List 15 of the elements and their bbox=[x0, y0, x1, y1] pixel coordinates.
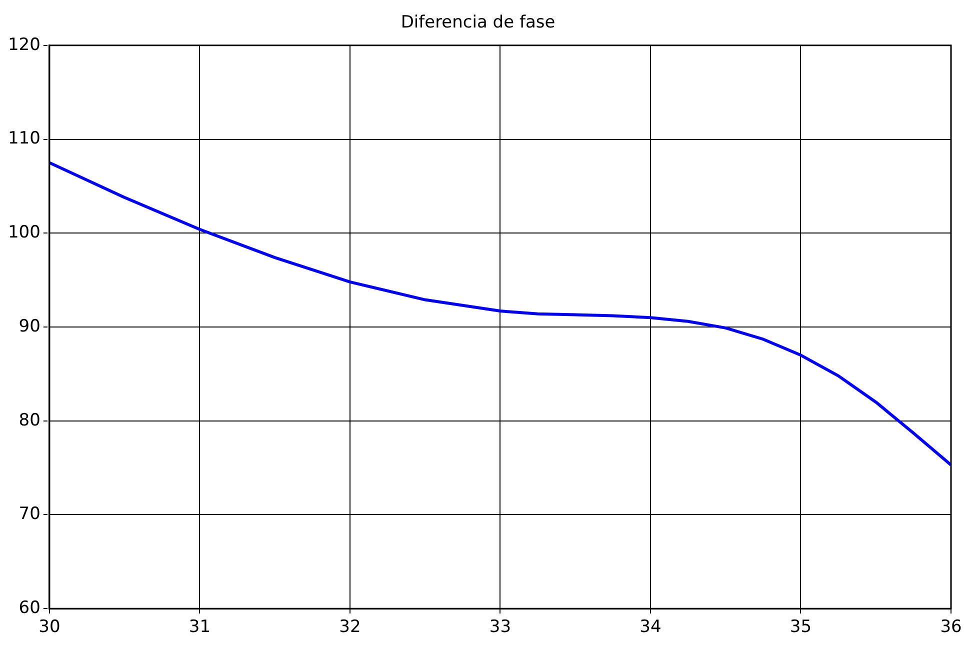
chart-title: Diferencia de fase bbox=[400, 12, 556, 33]
y-tick-label: 120 bbox=[8, 34, 40, 55]
y-tick-label: 110 bbox=[8, 128, 40, 149]
x-tick-label: 31 bbox=[188, 617, 211, 638]
x-tick-label: 33 bbox=[489, 617, 512, 638]
x-tick-label: 36 bbox=[940, 617, 962, 638]
x-tick-label: 32 bbox=[339, 617, 361, 638]
y-tick-label: 80 bbox=[18, 410, 40, 430]
y-tick-label: 70 bbox=[18, 504, 40, 524]
y-tick-label: 60 bbox=[18, 598, 40, 618]
y-tick-label: 100 bbox=[8, 222, 40, 243]
x-tick-label: 35 bbox=[790, 617, 812, 638]
x-tick-label: 34 bbox=[640, 617, 662, 638]
x-tick-label: 30 bbox=[38, 617, 60, 638]
y-tick-label: 90 bbox=[18, 316, 40, 336]
